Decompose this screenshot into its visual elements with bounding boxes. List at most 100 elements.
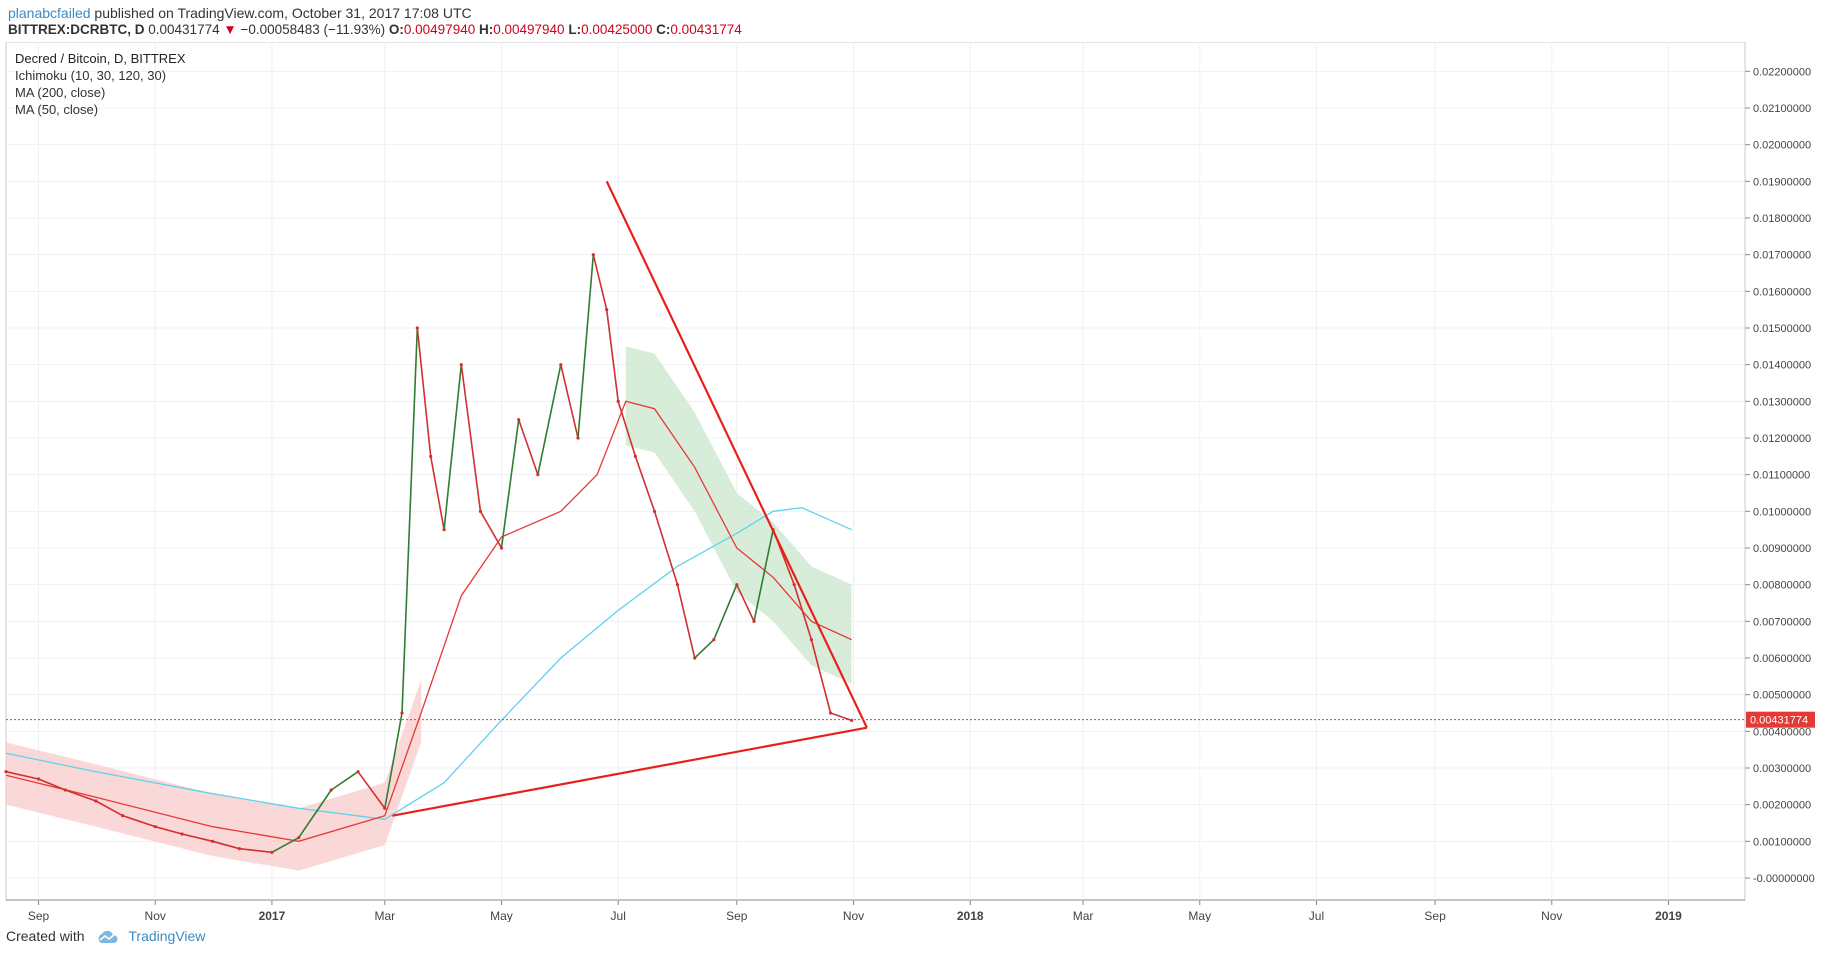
price-chart[interactable]: 0.02200000 0.02100000 0.02000000 0.01900000… xyxy=(0,42,1824,922)
price-segment xyxy=(443,364,463,530)
close-value: 0.00431774 xyxy=(670,22,742,37)
price-segment xyxy=(736,584,755,622)
low-label: L: xyxy=(568,22,582,37)
price-segment xyxy=(5,770,39,780)
publish-header: planabcfailed published on TradingView.c… xyxy=(8,4,472,22)
high-label: H: xyxy=(478,22,494,37)
y-tick-label: 0.01500000 xyxy=(1753,323,1811,335)
legend-ma50[interactable]: MA (50, close) xyxy=(15,102,99,117)
price-segment xyxy=(429,456,445,530)
price-point xyxy=(478,509,483,513)
price-point xyxy=(559,363,563,367)
footer: Created with TradingView xyxy=(6,928,205,944)
price-segment xyxy=(122,814,156,828)
ma50-line xyxy=(5,400,852,842)
legend-title[interactable]: Decred / Bitcoin, D, BITTREX xyxy=(15,51,186,66)
y-tick-label: 0.01200000 xyxy=(1753,433,1811,445)
cloud-bear-early xyxy=(6,680,422,871)
tradingview-cloud-icon xyxy=(99,931,119,944)
y-tick-label: 0.02200000 xyxy=(1753,66,1811,78)
time-axis[interactable]: Sep Nov 2017 Mar May Jul Sep Nov 2018 Mar May Jul Se… xyxy=(28,900,1682,922)
trendline xyxy=(392,726,868,817)
price-segment xyxy=(605,309,619,402)
price-point xyxy=(652,509,657,513)
price-segment xyxy=(384,712,403,809)
y-tick-label: 0.01000000 xyxy=(1753,506,1811,518)
x-tick-label: May xyxy=(490,909,513,922)
y-tick-label: 0.00800000 xyxy=(1753,580,1811,592)
indicator-lines xyxy=(4,253,854,854)
price-segment xyxy=(500,419,520,549)
price-segment xyxy=(479,510,503,549)
legend-ma200[interactable]: MA (200, close) xyxy=(15,85,106,100)
price-segment xyxy=(239,847,273,854)
x-tick-label: Jul xyxy=(1309,909,1324,922)
price-segment xyxy=(537,364,562,475)
y-tick-label: 0.00300000 xyxy=(1753,763,1811,775)
x-tick-label: May xyxy=(1188,909,1211,922)
y-tick-label: 0.01300000 xyxy=(1753,396,1811,408)
price-point xyxy=(752,619,756,623)
price-segment xyxy=(181,833,213,843)
y-tick-label: 0.00200000 xyxy=(1753,800,1811,812)
price-point xyxy=(712,638,716,642)
x-tick-label: Jul xyxy=(611,909,626,922)
last-price: 0.00431774 xyxy=(148,22,220,37)
price-change: −0.00058483 (−11.93%) xyxy=(240,22,386,37)
y-tick-label: -0.00000000 xyxy=(1753,873,1815,885)
author-link[interactable]: planabcfailed xyxy=(8,5,91,21)
price-point xyxy=(693,656,697,660)
current-price-box xyxy=(1746,711,1815,728)
price-segment xyxy=(38,778,66,791)
price-axis[interactable]: 0.02200000 0.02100000 0.02000000 0.01900000… xyxy=(1745,66,1815,885)
current-price-tag: 0.00431774 xyxy=(6,711,1815,728)
y-tick-label: 0.00600000 xyxy=(1753,653,1811,665)
created-with-label: Created with xyxy=(6,928,85,944)
price-segment xyxy=(617,401,637,457)
price-point xyxy=(828,711,833,715)
trendlines xyxy=(392,180,868,817)
price-segment xyxy=(694,639,715,659)
price-point xyxy=(675,583,680,587)
price-point xyxy=(180,832,184,836)
price-point xyxy=(442,528,446,532)
plot-frame xyxy=(5,42,1746,901)
price-point xyxy=(356,770,360,774)
price-point xyxy=(270,850,274,854)
y-tick-label: 0.01100000 xyxy=(1753,470,1810,482)
price-point xyxy=(616,399,620,403)
x-tick-label: Mar xyxy=(1073,909,1094,922)
tradingview-link[interactable]: TradingView xyxy=(128,928,206,944)
y-tick-label: 0.02000000 xyxy=(1753,140,1811,152)
price-segment xyxy=(793,584,813,640)
y-tick-label: 0.01600000 xyxy=(1753,286,1811,298)
x-tick-label: Nov xyxy=(145,909,166,922)
open-value: 0.00497940 xyxy=(403,22,476,37)
price-point xyxy=(63,788,67,792)
price-point xyxy=(429,454,433,458)
ohlc-header: BITTREX:DCRBTC, D 0.00431774 ▼ −0.000584… xyxy=(8,21,742,39)
price-point xyxy=(809,638,814,642)
price-segment xyxy=(592,254,608,310)
y-tick-label: 0.00100000 xyxy=(1753,836,1811,848)
y-tick-label: 0.01900000 xyxy=(1753,176,1811,188)
price-point xyxy=(517,418,521,422)
legend-ichimoku[interactable]: Ichimoku (10, 30, 120, 30) xyxy=(15,68,167,83)
price-point xyxy=(499,546,504,550)
price-segment xyxy=(753,529,774,622)
y-tick-label: 0.02100000 xyxy=(1753,103,1811,115)
price-segment xyxy=(416,327,432,457)
price-point xyxy=(121,814,125,818)
x-tick-label: Sep xyxy=(726,909,748,922)
trendline xyxy=(605,180,868,729)
published-text: published on TradingView.com, October 31… xyxy=(94,5,472,21)
price-point xyxy=(4,770,8,774)
y-tick-label: 0.00400000 xyxy=(1753,726,1811,738)
low-value: 0.00425000 xyxy=(581,22,653,37)
symbol-label: BITTREX:DCRBTC, D xyxy=(8,22,145,37)
price-segment xyxy=(810,639,832,714)
price-point xyxy=(383,806,387,810)
y-tick-label: 0.00500000 xyxy=(1753,690,1811,702)
y-tick-label: 0.01400000 xyxy=(1753,360,1811,372)
price-segment xyxy=(330,771,359,791)
